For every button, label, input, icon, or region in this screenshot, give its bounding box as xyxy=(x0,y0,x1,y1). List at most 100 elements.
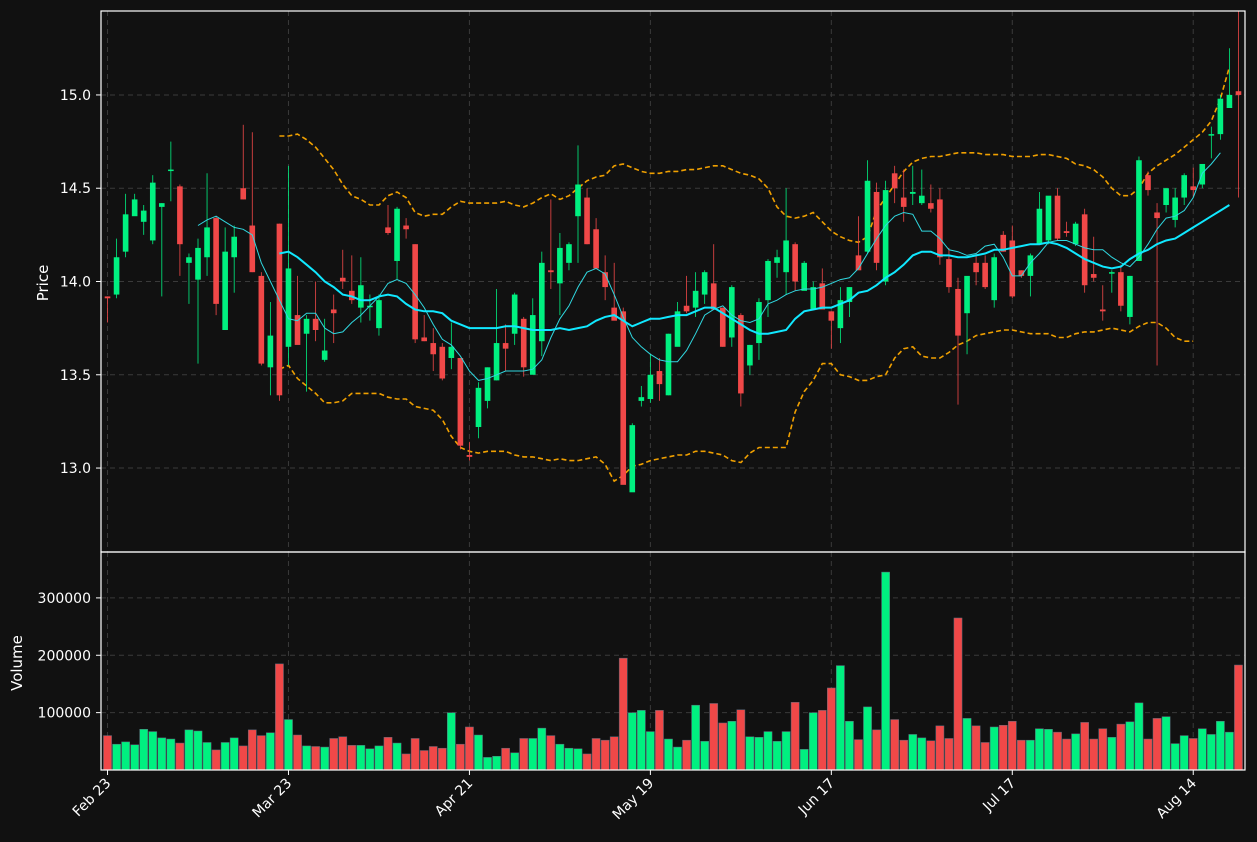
candle-body xyxy=(222,251,228,331)
volume-bar xyxy=(664,738,673,771)
volume-bar xyxy=(917,737,927,771)
candle-body xyxy=(1190,186,1197,191)
volume-bar xyxy=(962,718,972,771)
volume-bar xyxy=(926,740,936,771)
volume-bar xyxy=(555,743,565,771)
volume-bar xyxy=(718,722,728,771)
candle-body xyxy=(1118,272,1124,306)
volume-bar xyxy=(808,712,818,771)
volume-bar xyxy=(157,737,167,771)
candle-body xyxy=(1208,134,1215,136)
volume-bar xyxy=(863,706,872,771)
volume-bar xyxy=(419,750,429,771)
candle-body xyxy=(177,186,183,245)
volume-bar xyxy=(899,739,909,771)
candle-body xyxy=(149,182,156,241)
candle-body xyxy=(738,315,744,394)
candle-body xyxy=(801,262,807,291)
candle-body xyxy=(756,302,762,344)
bollinger-bands xyxy=(279,66,1231,483)
candle-body xyxy=(638,397,645,401)
volume-axis-label: Volume xyxy=(8,635,26,691)
candle-body xyxy=(1154,212,1160,219)
candle-body xyxy=(864,180,871,252)
price-grid xyxy=(101,11,1245,552)
candle-body xyxy=(909,191,916,194)
candle-body xyxy=(719,307,726,347)
candle-body xyxy=(710,283,717,310)
volume-bar xyxy=(1143,738,1153,771)
volume-bar xyxy=(1207,734,1216,771)
volume-tick-label: 300000 xyxy=(38,591,91,607)
candle-body xyxy=(1235,91,1242,95)
volume-axis-ticks: 100000 200000 300000 xyxy=(38,591,101,722)
candle-body xyxy=(747,344,753,366)
candle-body xyxy=(1090,274,1097,278)
volume-bar xyxy=(1053,731,1062,771)
volume-bar xyxy=(139,729,149,771)
candle-body xyxy=(729,287,735,338)
volume-bar xyxy=(293,734,302,771)
candle-body xyxy=(159,203,165,207)
candle-body xyxy=(819,283,826,310)
fast-moving-average-line xyxy=(197,152,1221,381)
volume-bar xyxy=(437,747,447,771)
volume-bar xyxy=(1107,737,1117,771)
volume-bar xyxy=(275,663,284,771)
candle-body xyxy=(439,346,446,379)
volume-bar xyxy=(1161,716,1171,771)
candle-body xyxy=(837,300,844,329)
volume-bar xyxy=(247,729,257,771)
candle-body xyxy=(810,287,817,310)
volume-bar xyxy=(781,731,791,771)
date-tick-label: Apr 21 xyxy=(432,776,476,820)
candle-body xyxy=(701,272,708,295)
candle-body xyxy=(249,225,256,273)
candle-body xyxy=(828,311,835,321)
date-axis-ticks: Feb 23 Mar 23 Apr 21 May 19 Jun 17 Jul 17 Aug … xyxy=(70,770,1200,823)
candle-body xyxy=(1109,272,1115,274)
date-tick-label: Jul 17 xyxy=(979,776,1019,816)
volume-bar xyxy=(211,749,221,771)
candle-body xyxy=(104,296,111,299)
volume-bar xyxy=(1089,738,1099,771)
volume-bar xyxy=(302,745,311,771)
volume-bar xyxy=(392,742,402,771)
price-tick-label: 14.0 xyxy=(60,275,91,291)
candle-body xyxy=(1009,240,1016,297)
volume-bar xyxy=(836,665,845,771)
volume-bar xyxy=(257,735,266,771)
candle-body xyxy=(928,203,934,209)
volume-bars xyxy=(103,571,1243,771)
volume-bar xyxy=(1007,720,1017,771)
candle-body xyxy=(665,333,672,396)
volume-bar xyxy=(338,736,348,771)
lower-band-line xyxy=(279,321,1194,483)
volume-bar xyxy=(456,743,465,771)
volume-bar xyxy=(953,617,963,771)
candle-body xyxy=(421,337,427,342)
candle-body xyxy=(276,223,283,396)
volume-bar xyxy=(1116,723,1126,771)
candle-body xyxy=(955,288,961,336)
price-axis-ticks: 13.0 13.5 14.0 14.5 15.0 xyxy=(60,88,101,477)
volume-bar xyxy=(727,720,737,771)
volume-bar xyxy=(501,747,510,771)
volume-bar xyxy=(709,703,719,771)
volume-bar xyxy=(772,741,782,771)
price-tick-label: 14.5 xyxy=(60,181,91,197)
volume-bar xyxy=(465,726,474,771)
volume-bar xyxy=(790,702,800,771)
candle-body xyxy=(1099,309,1106,312)
moving-averages xyxy=(197,152,1230,381)
candle-body xyxy=(602,272,608,288)
candle-body xyxy=(448,346,455,358)
volume-bar xyxy=(817,710,827,771)
volume-bar xyxy=(546,735,556,771)
candle-body xyxy=(412,244,418,340)
volume-bar xyxy=(1044,729,1053,771)
candle-body xyxy=(629,425,636,493)
volume-bar xyxy=(1125,721,1135,771)
candle-body xyxy=(231,236,237,258)
candle-body xyxy=(873,191,880,263)
